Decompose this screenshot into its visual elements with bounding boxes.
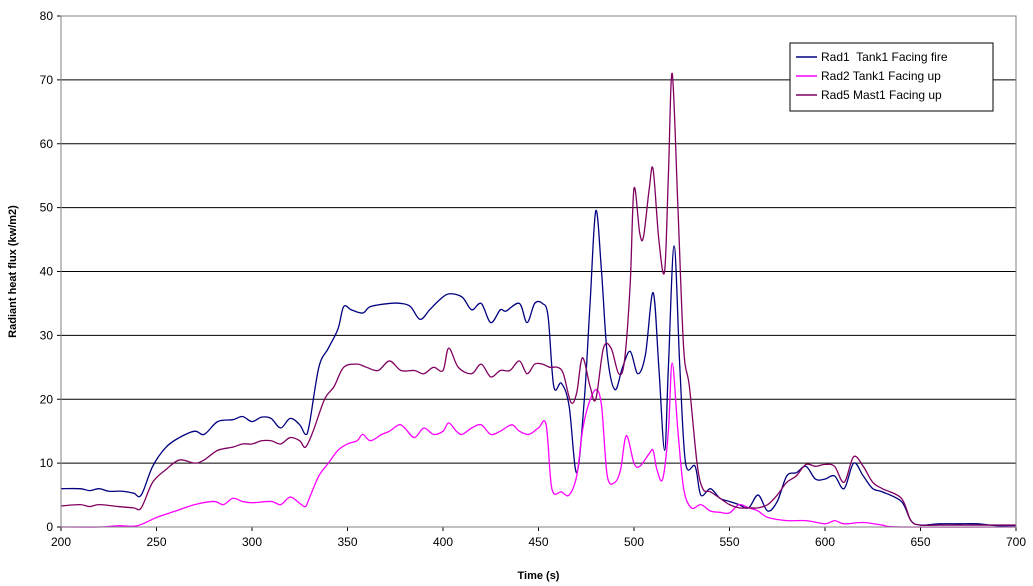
legend-label-2: Rad2 Tank1 Facing up (821, 69, 941, 83)
legend-label-3: Rad5 Mast1 Facing up (821, 88, 942, 102)
x-tick-label-650: 650 (910, 535, 930, 549)
series-line-2 (61, 363, 1016, 527)
series-line-1 (61, 210, 1016, 526)
y-tick-label-20: 20 (40, 392, 54, 406)
series-lines (61, 73, 1016, 527)
x-tick-label-350: 350 (337, 535, 357, 549)
gridlines (61, 80, 1016, 463)
x-axis-title: Time (s) (518, 570, 560, 582)
y-tick-label-80: 80 (40, 9, 54, 23)
y-tick-label-10: 10 (40, 456, 54, 470)
legend-label-1: Rad1 Tank1 Facing fire (821, 50, 948, 64)
y-tick-label-60: 60 (40, 137, 54, 151)
x-tick-label-550: 550 (719, 535, 739, 549)
y-axis-title: Radiant heat flux (kw/m2) (7, 205, 19, 338)
x-tick-label-300: 300 (242, 535, 262, 549)
legend: Rad1 Tank1 Facing fire Rad2 Tank1 Facing … (790, 43, 993, 111)
x-tick-label-500: 500 (624, 535, 644, 549)
y-tick-label-0: 0 (46, 520, 53, 534)
x-tick-label-700: 700 (1006, 535, 1026, 549)
x-tick-label-400: 400 (433, 535, 453, 549)
x-tick-label-200: 200 (51, 535, 71, 549)
x-tick-label-600: 600 (815, 535, 835, 549)
y-tick-label-30: 30 (40, 328, 54, 342)
y-tick-label-40: 40 (40, 265, 54, 279)
x-axis-ticks: 200 250 300 350 400 450 500 550 600 650 700 (51, 527, 1026, 549)
x-tick-label-250: 250 (146, 535, 166, 549)
series-line-3 (61, 73, 1016, 525)
y-tick-label-50: 50 (40, 201, 54, 215)
x-tick-label-450: 450 (528, 535, 548, 549)
y-axis-ticks: 0 10 20 30 40 50 60 70 80 (40, 9, 61, 534)
y-tick-label-70: 70 (40, 73, 54, 87)
